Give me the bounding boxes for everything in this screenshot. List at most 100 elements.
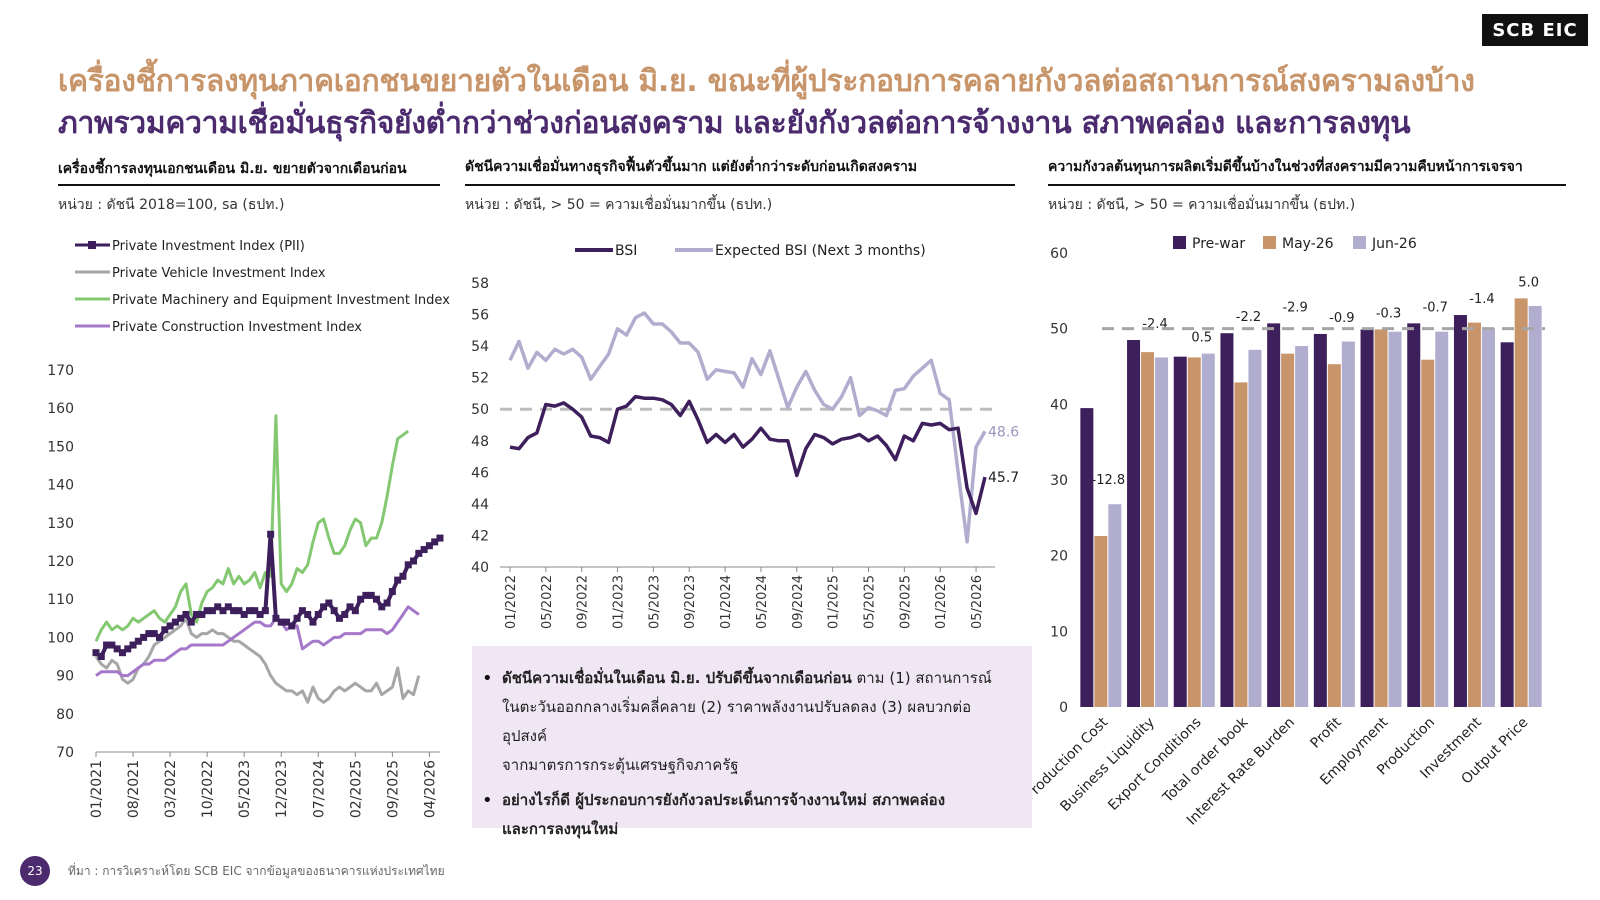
data-point-pii [293,614,301,622]
x-tick-label: 05/2022 [540,575,555,629]
data-point-pii [134,637,142,645]
data-point-pii [124,645,132,653]
x-tick-label: 09/2022 [576,575,591,629]
data-point-pii [214,603,222,611]
logo-text: SCB EIC [1492,19,1578,41]
data-point-pii [267,530,275,538]
x-tick-label: 01/2026 [934,575,949,629]
series-line-private-investment-index-pii [94,532,442,659]
bar-jun-26-output-price [1528,305,1542,707]
commentary-bullet-1: ดัชนีความเชื่อมั่นในเดือน มิ.ย. ปรับดีขึ… [482,664,1016,780]
data-point-pii [198,610,206,618]
legend-label-expected-bsi-next-3-months: Expected BSI (Next 3 months) [715,243,926,259]
x-tick-label: 09/2025 [898,575,913,629]
bar-jun-26-production-cost [1108,504,1122,707]
series-line-private-machinery-and-equipment-investment-index [94,414,410,642]
data-point-pii [320,603,328,611]
data-point-pii [118,649,126,657]
change-label-total-order-book: -2.2 [1236,310,1261,325]
data-point-pii [97,653,105,660]
data-point-pii [325,599,333,607]
data-point-pii [362,591,370,599]
y-tick-label: 0 [1059,700,1068,716]
end-label-bsi: 45.7 [988,470,1019,486]
data-point-pii [425,542,433,550]
y-tick-label: 10 [1050,624,1068,640]
bar-pre-war-business-liquidity [1127,340,1141,707]
y-tick-label: 120 [47,554,74,570]
bar-may-26-profit [1327,364,1341,707]
right-panel-unit: หน่วย : ดัชนี, > 50 = ความเชื่อมั่นมากขึ… [1048,197,1356,213]
y-tick-label: 110 [47,592,74,608]
bar-pre-war-export-conditions [1173,356,1187,707]
legend-swatch-jun-26 [1353,236,1366,249]
data-point-pii [372,595,380,603]
bullet-2-line2: และการลงทุนใหม่ [502,820,619,838]
data-point-pii [404,561,412,569]
bar-jun-26-profit [1341,341,1355,707]
x-tick-label: 05/2025 [862,575,877,629]
y-tick-label: 130 [47,516,74,532]
data-point-pii [256,610,264,618]
x-tick-label: 05/2026 [970,575,985,629]
data-point-pii [415,549,423,557]
series-line-expected-bsi-next-3-months [508,311,987,544]
headline-secondary: ภาพรวมความเชื่อมั่นธุรกิจยังต่ำกว่าช่วงก… [58,106,1411,141]
change-label-production: -0.7 [1423,300,1448,315]
bullet-1-rest: ตาม (1) สถานการณ์ [851,669,992,687]
data-point-pii [156,633,164,641]
bar-jun-26-total-order-book [1248,349,1262,707]
change-label-output-price: 5.0 [1518,275,1539,290]
data-point-pii [140,633,148,641]
bar-may-26-export-conditions [1187,357,1201,707]
bar-jun-26-investment [1481,327,1495,707]
data-point-pii [367,591,375,599]
x-tick-label: 07/2024 [311,760,327,818]
change-label-employment: -0.3 [1376,306,1401,321]
y-tick-label: 170 [47,363,74,379]
source-note: ที่มา : การวิเคราะห์โดย SCB EIC จากข้อมู… [68,864,445,878]
legend-label-private-vehicle-investment-index: Private Vehicle Investment Index [112,266,326,281]
private-investment-chart: 70 80 90 100 110 120 130 140 150 160 170 01/2021 08/… [47,239,450,818]
x-tick-label: 01/2025 [827,575,842,629]
legend-label-pre-war: Pre-war [1192,236,1245,252]
category-label-profit: Profit [1308,714,1345,751]
y-tick-label: 44 [471,497,489,513]
y-tick-label: 52 [471,371,489,387]
bar-pre-war-total-order-book [1220,333,1234,707]
change-label-interest-rate-burden: -2.9 [1282,300,1307,315]
data-point-pii [161,626,169,634]
data-point-pii [166,622,174,630]
data-point-pii [335,614,343,622]
data-point-pii [103,641,111,649]
legend-label-may-26: May-26 [1282,236,1334,252]
data-point-pii [330,607,338,615]
series-line-private-construction-investment-index [95,605,420,678]
right-panel-title: ความกังวลต้นทุนการผลิตเริ่มดีขึ้นบ้างในช… [1048,159,1523,175]
left-panel-unit: หน่วย : ดัชนี 2018=100, sa (ธปท.) [58,197,285,213]
legend-label-jun-26: Jun-26 [1371,236,1417,252]
page-number: 23 [27,864,43,878]
y-tick-label: 70 [56,745,74,761]
y-tick-label: 60 [1050,246,1068,262]
x-tick-label: 03/2022 [163,760,179,818]
y-tick-label: 50 [1050,322,1068,338]
bar-pre-war-employment [1360,329,1374,707]
data-point-pii [277,618,285,626]
page-number-badge: 23 [20,856,50,886]
data-point-pii [235,607,243,615]
bar-pre-war-production-cost [1080,408,1094,707]
data-point-pii [182,610,190,618]
data-point-pii [314,610,322,618]
data-point-pii [261,607,269,615]
bar-jun-26-production [1435,331,1449,707]
x-tick-label: 09/2024 [791,575,806,629]
data-point-pii [208,607,216,615]
y-tick-label: 54 [471,339,489,355]
data-point-pii [177,614,185,622]
legend-label-bsi: BSI [615,243,637,259]
bar-jun-26-employment [1388,331,1402,707]
bullet-1-line3: จากมาตรการกระตุ้นเศรษฐกิจภาครัฐ [502,756,739,774]
y-tick-label: 140 [47,478,74,494]
y-tick-label: 56 [471,308,489,324]
